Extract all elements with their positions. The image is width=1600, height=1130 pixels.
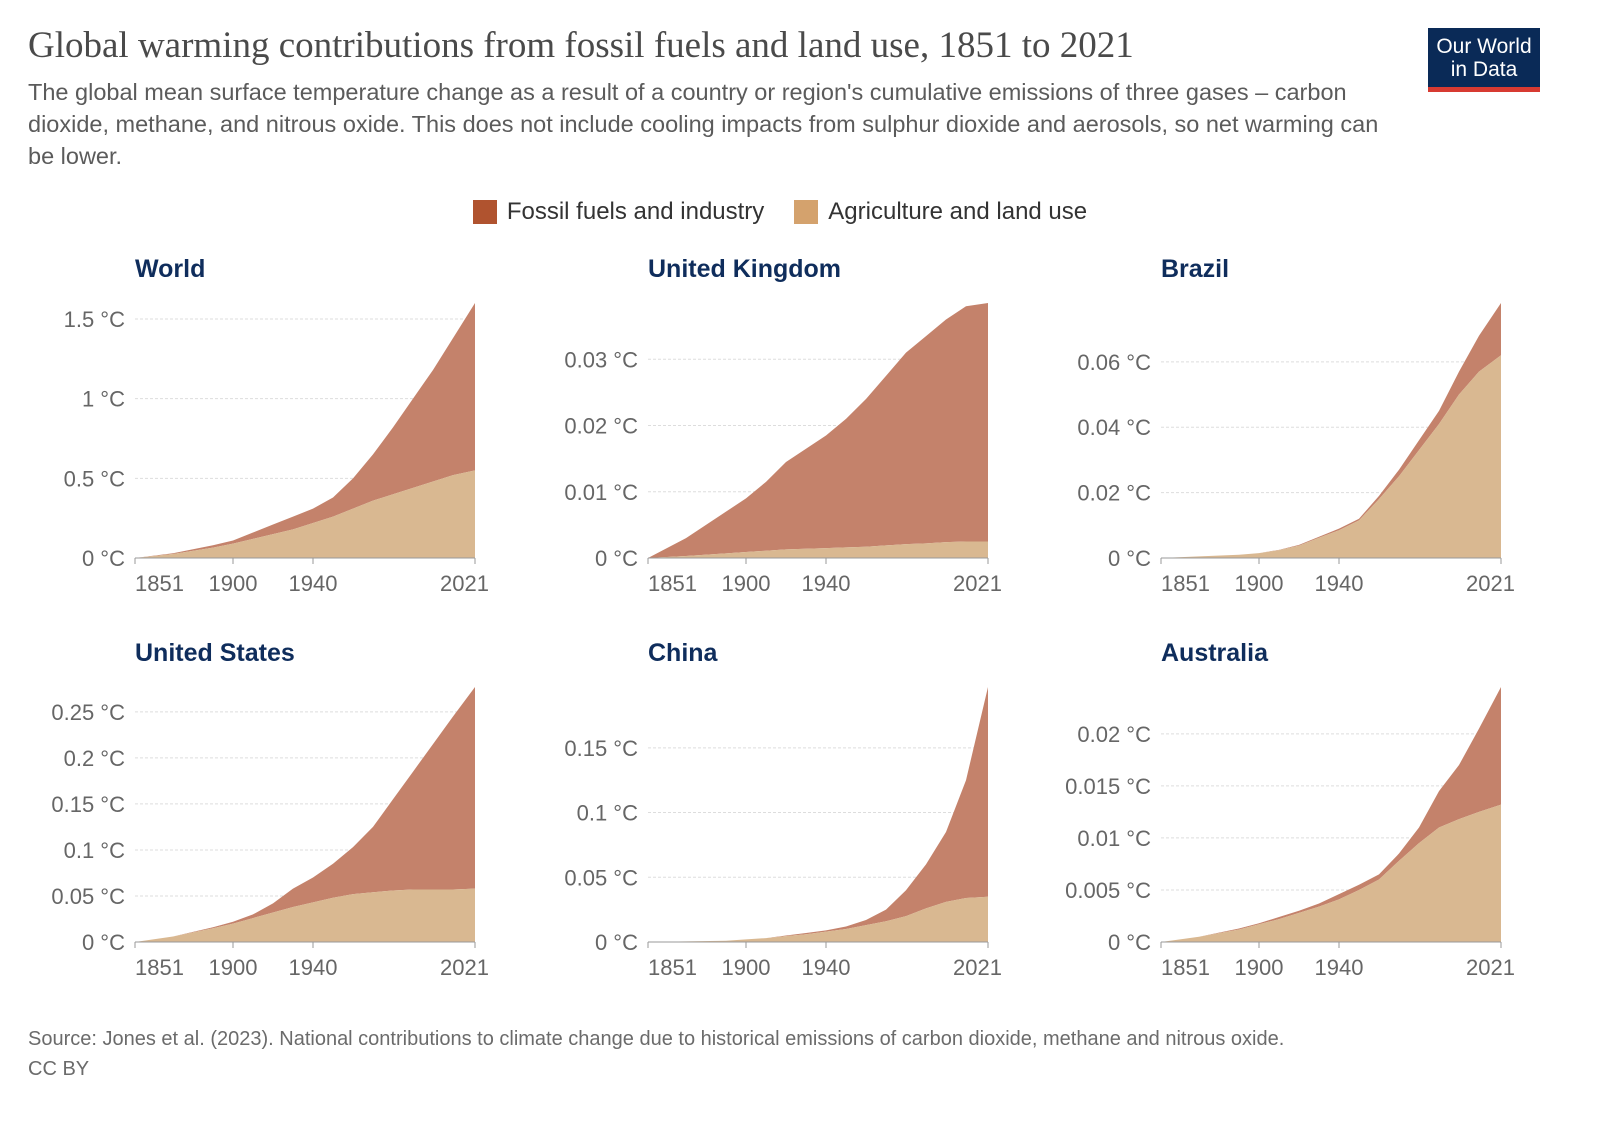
y-tick-label: 0 °C <box>1108 930 1151 955</box>
y-tick-label: 0 °C <box>595 930 638 955</box>
x-tick-label: 1940 <box>1315 571 1364 596</box>
area-fossil-fuels-china <box>648 687 988 942</box>
panel-title-united-kingdom: United Kingdom <box>648 255 841 283</box>
y-tick-label: 0.1 °C <box>577 801 638 826</box>
legend-item-fossil[interactable]: Fossil fuels and industry <box>472 198 765 226</box>
x-tick-label: 2021 <box>953 955 1002 980</box>
x-tick-label: 1940 <box>802 571 851 596</box>
x-tick-label: 2021 <box>953 571 1002 596</box>
y-tick-label: 0.06 °C <box>1077 350 1151 375</box>
x-tick-label: 2021 <box>440 571 489 596</box>
y-tick-label: 0 °C <box>82 930 125 955</box>
license-text: CC BY <box>28 1058 90 1080</box>
y-tick-label: 0 °C <box>1108 546 1151 571</box>
y-tick-label: 1 °C <box>82 387 125 412</box>
x-tick-label: 1851 <box>135 955 184 980</box>
area-agriculture-australia <box>1161 804 1501 942</box>
y-tick-label: 0.15 °C <box>51 792 125 817</box>
area-agriculture-united-states <box>135 888 475 942</box>
x-tick-label: 1851 <box>648 571 697 596</box>
y-tick-label: 0.04 °C <box>1077 415 1151 440</box>
area-agriculture-united-kingdom <box>648 541 988 558</box>
legend-label-fossil: Fossil fuels and industry <box>506 198 765 225</box>
panel-title-china: China <box>648 639 719 667</box>
x-tick-label: 1900 <box>1235 571 1284 596</box>
y-tick-label: 1.5 °C <box>64 307 125 332</box>
y-tick-label: 0.25 °C <box>51 700 125 725</box>
panel-title-australia: Australia <box>1161 639 1269 667</box>
y-tick-label: 0 °C <box>82 546 125 571</box>
area-fossil-fuels-world <box>135 303 475 558</box>
x-tick-label: 1940 <box>289 571 338 596</box>
chart-title: Global warming contributions from fossil… <box>28 25 1134 66</box>
y-tick-label: 0.005 °C <box>1065 878 1151 903</box>
y-tick-label: 0.2 °C <box>64 746 125 771</box>
x-tick-label: 1900 <box>722 955 771 980</box>
panel-title-world: World <box>135 255 205 283</box>
x-tick-label: 1940 <box>802 955 851 980</box>
x-tick-label: 2021 <box>440 955 489 980</box>
x-tick-label: 1900 <box>1235 955 1284 980</box>
y-tick-label: 0.015 °C <box>1065 774 1151 799</box>
y-tick-label: 0.05 °C <box>51 884 125 909</box>
area-fossil-fuels-united-kingdom <box>648 303 988 558</box>
legend: Fossil fuels and industry Agriculture an… <box>0 198 1560 226</box>
legend-item-agriculture[interactable]: Agriculture and land use <box>794 198 1087 226</box>
legend-swatch-fossil <box>472 200 497 224</box>
y-tick-label: 0.02 °C <box>564 414 638 439</box>
source-note: Source: Jones et al. (2023). National co… <box>28 1024 1284 1084</box>
area-fossil-fuels-united-states <box>135 687 475 942</box>
panel-title-brazil: Brazil <box>1161 255 1229 283</box>
panel-title-united-states: United States <box>135 639 295 667</box>
area-agriculture-brazil <box>1161 355 1501 558</box>
legend-swatch-agriculture <box>794 200 819 224</box>
y-tick-label: 0.15 °C <box>564 736 638 761</box>
chart-subtitle: The global mean surface temperature chan… <box>28 79 1379 169</box>
area-fossil-fuels-australia <box>1161 687 1501 942</box>
y-tick-label: 0.5 °C <box>64 466 125 491</box>
y-tick-label: 0.01 °C <box>564 480 638 505</box>
legend-label-agriculture: Agriculture and land use <box>828 198 1088 225</box>
x-tick-label: 1851 <box>1161 955 1210 980</box>
y-tick-label: 0.05 °C <box>564 865 638 890</box>
x-tick-label: 1900 <box>209 955 258 980</box>
y-tick-label: 0.02 °C <box>1077 722 1151 747</box>
x-tick-label: 2021 <box>1466 571 1515 596</box>
x-tick-label: 1940 <box>289 955 338 980</box>
y-tick-label: 0.03 °C <box>564 347 638 372</box>
owid-logo[interactable]: Our World in Data <box>1428 28 1540 92</box>
y-tick-label: 0 °C <box>595 546 638 571</box>
area-fossil-fuels-brazil <box>1161 303 1501 558</box>
x-tick-label: 2021 <box>1466 955 1515 980</box>
source-text: Source: Jones et al. (2023). National co… <box>28 1028 1285 1050</box>
x-tick-label: 1940 <box>1315 955 1364 980</box>
x-tick-label: 1851 <box>135 571 184 596</box>
y-tick-label: 0.02 °C <box>1077 481 1151 506</box>
logo-text: Our World in Data <box>1436 35 1532 81</box>
y-tick-label: 0.01 °C <box>1077 826 1151 851</box>
area-agriculture-world <box>135 470 475 558</box>
area-agriculture-china <box>648 896 988 942</box>
x-tick-label: 1851 <box>1161 571 1210 596</box>
x-tick-label: 1851 <box>648 955 697 980</box>
x-tick-label: 1900 <box>722 571 771 596</box>
y-tick-label: 0.1 °C <box>64 838 125 863</box>
x-tick-label: 1900 <box>209 571 258 596</box>
